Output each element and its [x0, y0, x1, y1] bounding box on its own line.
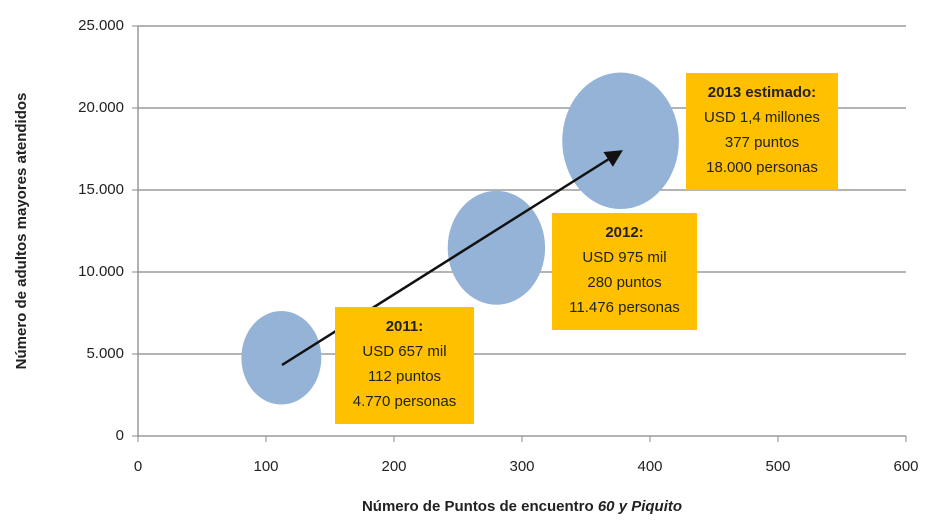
y-tick-label: 20.000	[78, 99, 124, 116]
y-axis-label: Número de adultos mayores atendidos	[13, 93, 30, 370]
y-tick-label: 25.000	[78, 17, 124, 34]
annotation-line: USD 657 mil	[362, 343, 446, 360]
x-tick-label: 400	[637, 458, 662, 475]
annotation: 2013 estimado: USD 1,4 millones 377 puntos…	[686, 73, 838, 190]
annotation-title: 2013 estimado:	[708, 84, 816, 101]
annotation: 2011: USD 657 mil 112 puntos 4.770 personas	[335, 307, 474, 424]
annotation-line: 377 puntos	[725, 134, 799, 151]
y-tick-label: 10.000	[78, 263, 124, 280]
y-tick-label: 0	[116, 427, 124, 444]
x-axis-label-main: Número de Puntos de encuentro	[362, 498, 594, 515]
annotation-line: USD 1,4 millones	[704, 109, 820, 126]
x-tick-label: 500	[765, 458, 790, 475]
annotation: 2012: USD 975 mil 280 puntos 11.476 persona…	[552, 213, 697, 330]
x-tick-label: 200	[381, 458, 406, 475]
annotation-line: 112 puntos	[368, 368, 441, 385]
x-axis-label-italic: 60 y Piquito	[598, 498, 682, 515]
bubble	[241, 311, 322, 405]
x-tick-label: 100	[253, 458, 278, 475]
annotation-line: 4.770 personas	[353, 393, 456, 410]
bubble	[562, 72, 679, 210]
bubble	[447, 190, 546, 305]
y-tick-label: 5.000	[86, 345, 124, 362]
bubbles	[241, 72, 679, 405]
x-tick-label: 600	[893, 458, 918, 475]
annotation-line: USD 975 mil	[582, 249, 666, 266]
annotation-box	[686, 73, 838, 190]
annotation-line: 18.000 personas	[706, 159, 818, 176]
x-axis-label: Número de Puntos de encuentro 60 y Piqui…	[362, 498, 682, 515]
x-tick-label: 0	[134, 458, 142, 475]
annotation-line: 11.476 personas	[569, 299, 680, 316]
annotation-title: 2012:	[605, 224, 643, 241]
y-tick-label: 15.000	[78, 181, 124, 198]
annotation-line: 280 puntos	[587, 274, 661, 291]
annotation-title: 2011:	[386, 318, 424, 335]
x-tick-label: 300	[509, 458, 534, 475]
annotations: 2011: USD 657 mil 112 puntos 4.770 personas…	[335, 73, 838, 424]
annotation-box	[552, 213, 697, 330]
grid: 0 5.000 10.000 15.000 20.000 25.000 0 100 200 300…	[78, 17, 918, 475]
annotation-box	[335, 307, 474, 424]
